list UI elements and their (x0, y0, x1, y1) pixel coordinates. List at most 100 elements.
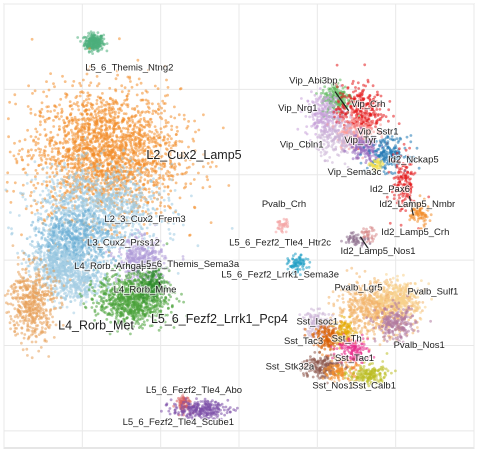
point (22, 167, 26, 171)
point (66, 159, 69, 163)
point (58, 189, 62, 193)
point (97, 82, 101, 86)
point (100, 140, 104, 144)
point (91, 233, 95, 236)
point (56, 133, 60, 137)
point (46, 153, 50, 157)
point (74, 158, 78, 161)
point (48, 116, 51, 120)
point (118, 126, 121, 130)
point (165, 153, 169, 156)
point (110, 197, 114, 201)
point (110, 157, 114, 160)
point (30, 178, 34, 182)
point (147, 187, 151, 191)
point (116, 179, 119, 182)
point (152, 140, 156, 143)
point (138, 152, 142, 156)
point (118, 186, 122, 190)
point (100, 208, 104, 212)
point (112, 145, 115, 149)
point (136, 109, 140, 113)
point (121, 204, 125, 208)
point (119, 176, 123, 180)
point (183, 117, 186, 121)
point (160, 163, 164, 167)
point (64, 95, 68, 99)
point (77, 108, 81, 112)
point (100, 170, 104, 173)
point (192, 139, 196, 143)
point (17, 214, 21, 217)
point (141, 206, 145, 209)
point (147, 145, 150, 149)
point (42, 268, 46, 272)
point (20, 147, 24, 151)
point (71, 204, 75, 208)
point (67, 169, 71, 173)
point (132, 170, 136, 173)
point (137, 77, 141, 81)
point (95, 134, 98, 138)
point (47, 189, 50, 192)
point (154, 144, 158, 148)
point (102, 228, 106, 232)
point (86, 91, 90, 95)
point (167, 196, 171, 200)
point (151, 155, 154, 159)
point (124, 112, 128, 116)
point (170, 174, 174, 178)
point (138, 252, 142, 256)
point (136, 169, 140, 172)
point (39, 163, 43, 167)
point (70, 220, 73, 224)
point (72, 195, 76, 199)
point (126, 175, 129, 179)
point (103, 113, 106, 117)
point (133, 193, 137, 197)
point (71, 235, 75, 239)
point (131, 148, 135, 152)
point (114, 77, 118, 81)
point (63, 161, 66, 165)
point (172, 233, 176, 236)
point (144, 210, 148, 214)
point (146, 207, 150, 211)
point (69, 128, 73, 132)
point (53, 207, 57, 211)
point (131, 120, 135, 124)
point (149, 117, 153, 121)
point (110, 111, 114, 114)
point (87, 108, 91, 112)
point (64, 167, 68, 171)
point (60, 165, 64, 169)
point (162, 135, 166, 139)
point (20, 262, 24, 265)
point (147, 170, 151, 174)
point (102, 98, 105, 102)
point (174, 133, 178, 137)
point (72, 178, 76, 182)
point (137, 184, 141, 188)
point (99, 151, 103, 155)
point (102, 161, 105, 164)
point (55, 159, 58, 162)
point (46, 235, 50, 239)
point (141, 171, 145, 174)
point (146, 200, 150, 204)
point (31, 252, 35, 255)
point (138, 205, 141, 209)
point (25, 204, 29, 208)
point (121, 225, 124, 229)
point (56, 206, 60, 210)
point (52, 182, 56, 186)
point (75, 189, 79, 193)
point (111, 127, 115, 131)
point (123, 234, 127, 238)
point (76, 122, 80, 126)
point (93, 172, 96, 175)
point (36, 262, 39, 266)
point (145, 162, 149, 166)
point (75, 207, 79, 211)
point (122, 102, 126, 105)
